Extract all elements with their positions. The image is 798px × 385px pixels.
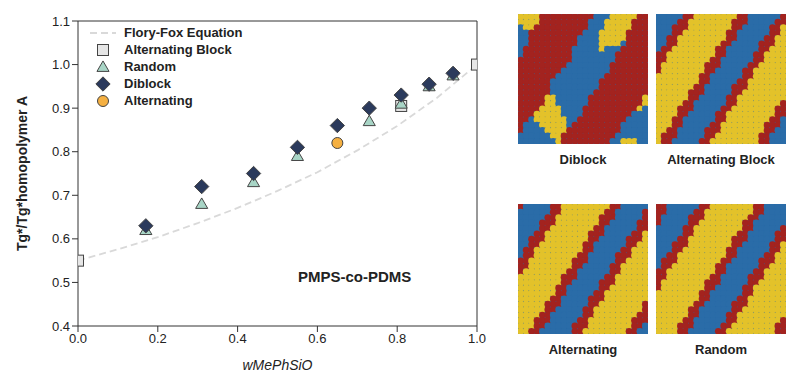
svg-text:0.7: 0.7 <box>52 188 70 203</box>
svg-text:0.4: 0.4 <box>229 331 247 346</box>
svg-text:0.8: 0.8 <box>52 144 70 159</box>
html-text:Alternating Block: Alternating Block <box>667 152 775 167</box>
svg-text:1.1: 1.1 <box>52 14 70 29</box>
html-text:Diblock: Diblock <box>124 76 171 91</box>
svg-text:0.8: 0.8 <box>388 331 406 346</box>
svg-text:0.4: 0.4 <box>52 319 70 334</box>
svg-text:Tg*/Tg*homopolymer A: Tg*/Tg*homopolymer A <box>14 96 30 251</box>
svg-text:0.6: 0.6 <box>308 331 326 346</box>
svg-text:0.6: 0.6 <box>52 231 70 246</box>
html-text:Alternating: Alternating <box>548 342 618 357</box>
html-text:Alternating Block: Alternating Block <box>124 42 232 57</box>
svg-text:1.0: 1.0 <box>468 331 486 346</box>
svg-text:0.5: 0.5 <box>52 275 70 290</box>
svg-text:0.0: 0.0 <box>69 331 87 346</box>
svg-text:0.2: 0.2 <box>149 331 167 346</box>
html-text:Alternating: Alternating <box>124 93 193 108</box>
html-text:Random: Random <box>695 342 747 357</box>
html-text:Random: Random <box>124 59 176 74</box>
html-text:Diblock: Diblock <box>559 152 607 167</box>
svg-text:0.9: 0.9 <box>52 101 70 116</box>
svg-text:wMePhSiO: wMePhSiO <box>242 357 312 373</box>
svg-text:1.0: 1.0 <box>52 57 70 72</box>
html-text:Flory-Fox Equation: Flory-Fox Equation <box>124 25 243 40</box>
html-text:PMPS-co-PDMS: PMPS-co-PDMS <box>298 268 412 285</box>
